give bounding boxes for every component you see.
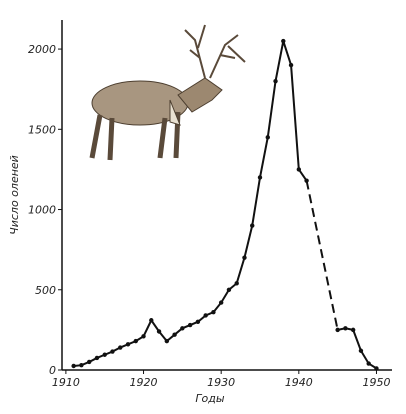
data-point [172, 332, 176, 336]
chart: 050010001500200019101920193019401950Годы… [0, 0, 406, 410]
gap-connector [307, 181, 338, 330]
x-tick-label: 1950 [362, 376, 390, 389]
data-point [87, 360, 91, 364]
x-tick-label: 1920 [130, 376, 158, 389]
reindeer-illustration [92, 25, 245, 160]
data-point [203, 313, 207, 317]
data-point [227, 288, 231, 292]
data-point [103, 353, 107, 357]
data-line [338, 328, 377, 368]
data-point [273, 79, 277, 83]
data-point [297, 167, 301, 171]
data-point [374, 366, 378, 370]
data-point [235, 281, 239, 285]
x-axis-label: Годы [195, 392, 224, 405]
data-point [196, 320, 200, 324]
data-point [266, 135, 270, 139]
data-point [304, 178, 308, 182]
data-point [335, 328, 339, 332]
data-point [351, 328, 355, 332]
x-tick-label: 1930 [207, 376, 235, 389]
data-point [281, 39, 285, 43]
data-point [258, 175, 262, 179]
x-tick-label: 1910 [52, 376, 80, 389]
data-point [141, 334, 145, 338]
x-tick-label: 1940 [285, 376, 313, 389]
y-tick-label: 500 [35, 284, 56, 297]
data-point [157, 329, 161, 333]
y-tick-label: 1500 [28, 123, 56, 136]
data-point [367, 361, 371, 365]
data-point [134, 339, 138, 343]
data-point [250, 223, 254, 227]
data-point [289, 63, 293, 67]
data-point [359, 349, 363, 353]
data-point [79, 363, 83, 367]
data-point [242, 255, 246, 259]
data-point [110, 349, 114, 353]
data-point [211, 310, 215, 314]
page: {"chart_data": {"type": "line", "y_label… [0, 0, 406, 414]
data-point [165, 339, 169, 343]
data-point [180, 326, 184, 330]
data-point [95, 356, 99, 360]
data-point [188, 323, 192, 327]
data-point [126, 342, 130, 346]
y-tick-label: 2000 [28, 43, 56, 56]
data-point [343, 326, 347, 330]
data-point [149, 318, 153, 322]
y-tick-label: 1000 [28, 204, 56, 217]
data-point [219, 300, 223, 304]
data-point [71, 364, 75, 368]
y-axis-label: Число оленей [8, 155, 21, 235]
data-point [118, 345, 122, 349]
